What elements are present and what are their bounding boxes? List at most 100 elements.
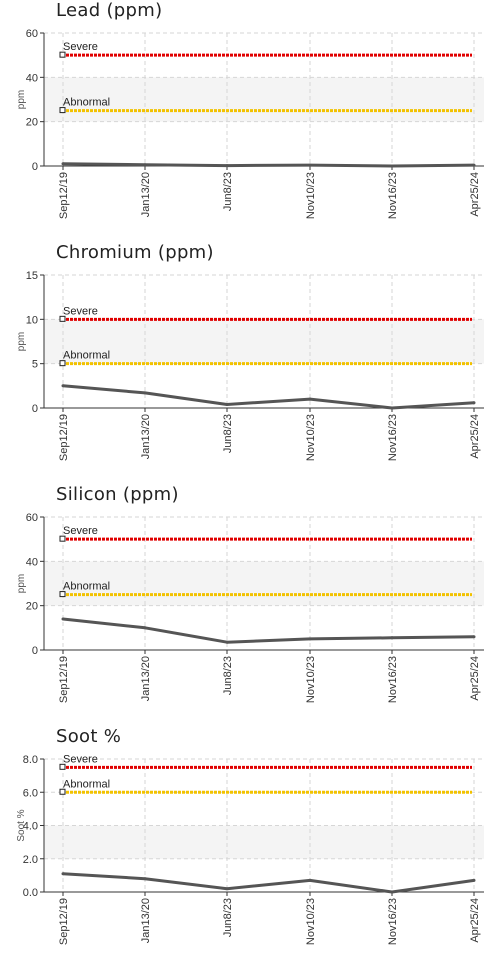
y-tick-label: 40 [26,72,38,84]
abnormal-limit-marker [59,360,66,367]
severe-limit-marker [59,535,66,542]
abnormal-limit-marker [59,591,66,598]
x-tick-label: Apr25/24 [469,172,481,217]
plot-band [44,561,484,606]
y-tick-label: 40 [26,556,38,568]
y-axis-label: ppm [16,90,27,109]
data-point [390,890,394,894]
chart-svg-chromium: 0 5 10 15 ppm Sep12/19 Jan13/20 Jun8/23 Nov10/23… [16,270,484,461]
chart-panel-soot: Soot % 0.0 2.0 4.0 6.0 8.0 Soot % Sep12/19 Jan1… [0,726,488,966]
y-tick-label: 2.0 [23,854,38,866]
data-point [225,403,229,406]
x-tick-label: Nov16/23 [387,414,399,461]
x-tick-label: Jun8/23 [222,898,234,937]
y-tick-label: 60 [26,512,38,524]
chart-panel-silicon: Silicon (ppm) 0 20 40 60 ppm Sep12/19 Jan13/20… [0,484,488,724]
y-tick-label: 20 [26,601,38,613]
y-tick-label: 6.0 [23,787,38,799]
data-point [390,406,394,410]
y-tick-label: 60 [26,28,38,40]
chart-title: Silicon (ppm) [56,484,179,505]
y-tick-label: 8.0 [23,754,38,766]
chart-panel-lead: Lead (ppm) 0 20 40 60 ppm Sep12/19 Jan13/20 Jun… [0,0,488,240]
y-tick-label: 0 [32,403,38,415]
chart-title: Soot % [56,726,122,747]
data-point [61,872,65,876]
abnormal-limit-marker [59,107,66,114]
y-tick-label: 20 [26,117,38,129]
data-point [308,397,312,401]
severe-limit-label: Severe [63,753,98,765]
severe-limit-marker [59,763,66,770]
x-tick-label: Nov16/23 [387,172,399,219]
data-series-line [62,617,475,644]
data-point [61,384,65,388]
data-point [308,878,312,882]
data-point [308,637,312,641]
data-point [472,878,476,882]
data-point [225,887,229,891]
plot-band [44,319,484,364]
x-tick-label: Apr25/24 [469,414,481,459]
x-tick-label: Sep12/19 [58,414,70,461]
severe-limit-label: Severe [63,41,98,53]
y-tick-label: 0.0 [23,887,38,899]
data-point [143,626,147,630]
x-tick-label: Sep12/19 [58,898,70,945]
x-tick-label: Nov10/23 [305,172,317,219]
y-axis-label: ppm [16,574,27,593]
severe-limit-label: Severe [63,305,98,317]
severe-limit-marker [59,51,66,58]
data-series-line [62,162,475,168]
data-point [225,640,229,644]
chart-svg-soot: 0.0 2.0 4.0 6.0 8.0 Soot % Sep12/19 Jan13/20 Jun… [16,753,484,945]
data-point [390,164,394,168]
y-tick-label: 0 [32,161,38,173]
x-tick-label: Jun8/23 [222,656,234,695]
x-tick-label: Apr25/24 [469,656,481,701]
abnormal-limit-label: Abnormal [63,581,110,593]
x-tick-label: Nov10/23 [305,414,317,461]
abnormal-limit-label: Abnormal [63,350,110,362]
x-tick-label: Jun8/23 [222,414,234,453]
x-tick-label: Nov16/23 [387,898,399,945]
data-point [61,162,65,166]
x-tick-label: Jan13/20 [140,414,152,459]
data-point [472,635,476,639]
x-tick-label: Sep12/19 [58,656,70,703]
x-tick-label: Jan13/20 [140,656,152,701]
data-point [143,163,147,167]
abnormal-limit-marker [59,788,66,795]
abnormal-limit-label: Abnormal [63,778,110,790]
data-series-line [62,384,475,410]
y-axis-label: ppm [16,332,27,351]
x-tick-label: Nov10/23 [305,656,317,703]
x-tick-label: Jun8/23 [222,172,234,211]
chart-svg-lead: 0 20 40 60 ppm Sep12/19 Jan13/20 Jun8/23 Nov10/2… [16,28,484,219]
y-tick-label: 5 [32,359,38,371]
data-point [390,636,394,640]
data-point [472,401,476,405]
data-point [308,163,312,167]
x-tick-label: Apr25/24 [469,898,481,943]
abnormal-limit-label: Abnormal [63,97,110,109]
y-tick-label: 0 [32,645,38,657]
y-axis-label: Soot % [16,809,27,841]
x-tick-label: Sep12/19 [58,172,70,219]
data-point [143,877,147,881]
severe-limit-label: Severe [63,525,98,537]
plot-band [44,825,484,859]
chart-svg-silicon: 0 20 40 60 ppm Sep12/19 Jan13/20 Jun8/23 Nov10/2… [16,512,484,703]
y-tick-label: 4.0 [23,821,38,833]
data-series-line [62,872,475,894]
x-tick-label: Jan13/20 [140,172,152,217]
data-point [61,617,65,621]
chart-title: Lead (ppm) [56,0,163,21]
x-tick-label: Nov16/23 [387,656,399,703]
chart-panel-chromium: Chromium (ppm) 0 5 10 15 ppm Sep12/19 Jan13/20… [0,242,488,482]
y-tick-label: 10 [26,314,38,326]
data-point [225,164,229,168]
severe-limit-marker [59,315,66,322]
x-tick-label: Nov10/23 [305,898,317,945]
x-tick-label: Jan13/20 [140,898,152,943]
